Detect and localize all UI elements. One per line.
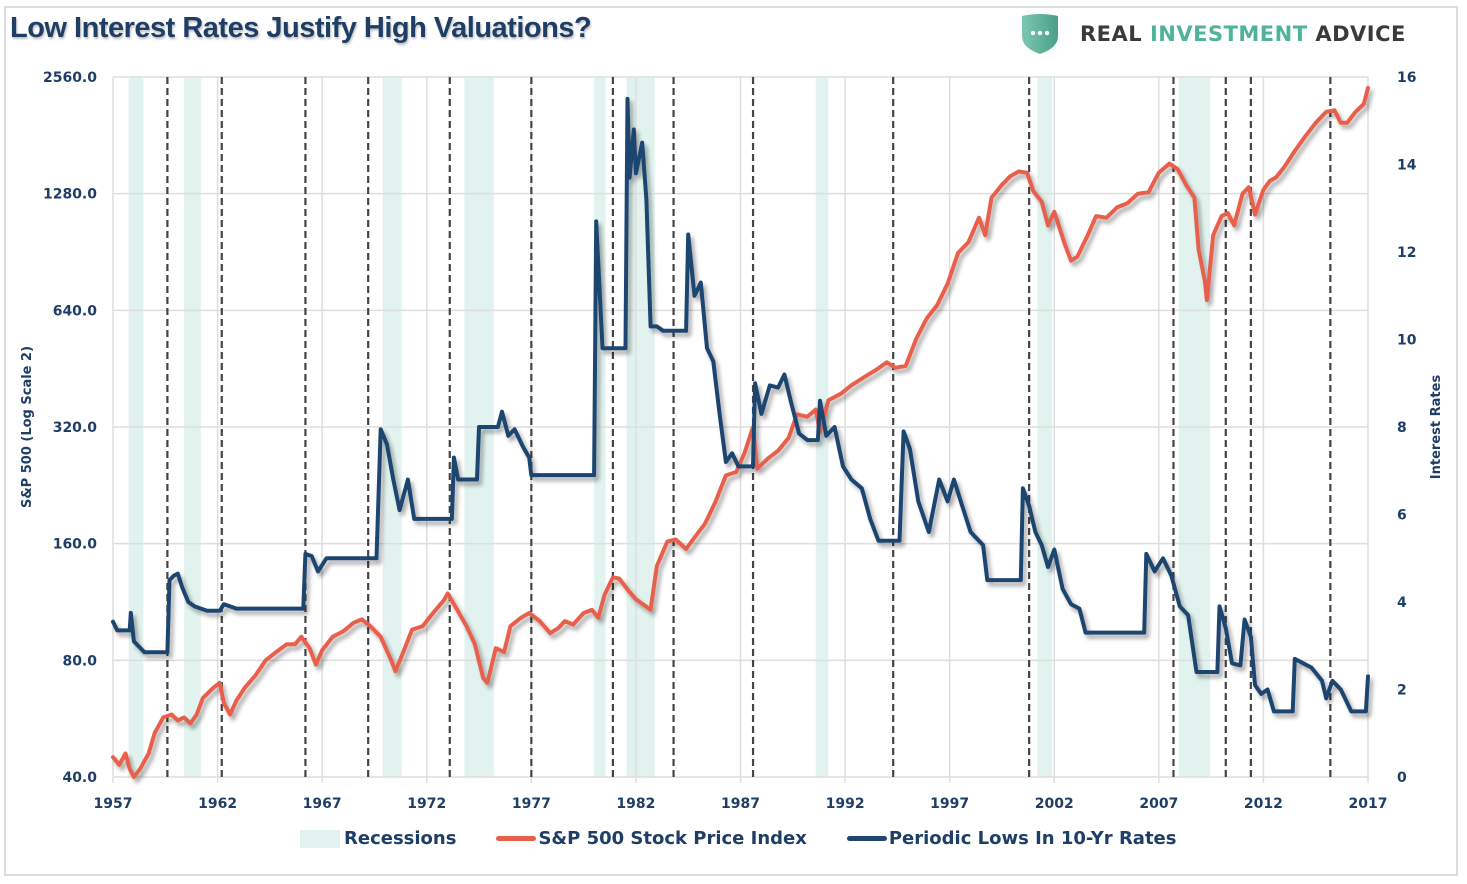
x-tick-label: 1977 [512,796,551,812]
right-tick-label: 12 [1397,245,1416,261]
x-tick-label: 1957 [94,796,133,812]
right-tick-label: 16 [1397,70,1416,86]
brand-word-real: REAL [1080,22,1143,46]
series-lines [111,85,1370,779]
right-axis-title: Interest Rates [1429,375,1444,480]
gridlines [112,76,1369,783]
chart-title: Low Interest Rates Justify High Valuatio… [10,12,592,44]
x-tick-label: 1997 [930,796,969,812]
left-tick-label: 160.0 [53,537,98,553]
right-axis-ticks: 0 2 4 6 8 10 12 14 16 [1397,70,1417,786]
sp500-line [111,85,1370,779]
x-tick-label: 1992 [826,796,865,812]
x-axis-ticks: 1957 1962 1967 1972 1977 1982 1987 1992 1997 2002… [94,796,1388,812]
brand-logo: REAL INVESTMENT ADVICE [1018,12,1406,56]
legend-swatch-rates [846,836,887,841]
x-tick-label: 2002 [1035,796,1074,812]
brand-name: REAL INVESTMENT ADVICE [1080,22,1406,46]
rates-line [111,96,1370,714]
left-tick-label: 1280.0 [43,187,97,203]
brand-word-advice: ADVICE [1315,22,1406,46]
x-tick-label: 1987 [721,796,760,812]
right-tick-label: 10 [1397,333,1417,349]
chart-legend: Recessions S&P 500 Stock Price Index Per… [300,828,1216,849]
left-tick-label: 640.0 [53,303,98,319]
legend-item-recessions: Recessions [300,828,456,849]
left-tick-label: 2560.0 [43,70,97,86]
legend-swatch-sp500 [496,836,537,841]
right-tick-label: 6 [1397,508,1407,524]
legend-item-rates: Periodic Lows In 10-Yr Rates [846,828,1177,849]
legend-label: Periodic Lows In 10-Yr Rates [888,828,1177,849]
left-tick-label: 320.0 [53,420,98,436]
x-tick-label: 1972 [407,796,446,812]
right-tick-label: 4 [1397,595,1407,611]
x-tick-label: 1982 [616,796,655,812]
legend-label: Recessions [344,828,457,849]
chart-frame [4,6,1458,876]
left-axis-ticks: 40.0 80.0 160.0 320.0 640.0 1280.0 2560.0 [43,70,97,786]
left-axis-title: S&P 500 (Log Scale 2) [20,346,35,508]
x-tick-label: 1967 [303,796,342,812]
left-tick-label: 40.0 [62,770,97,786]
legend-label: S&P 500 Stock Price Index [538,828,807,849]
legend-item-sp500: S&P 500 Stock Price Index [496,828,807,849]
x-tick-label: 1962 [198,796,237,812]
dashed-markers [166,77,1332,777]
x-tick-label: 2007 [1139,796,1178,812]
left-tick-label: 80.0 [62,653,97,669]
x-tick-label: 2012 [1244,796,1283,812]
right-tick-label: 14 [1397,158,1417,174]
shield-dots-icon [1022,14,1058,54]
brand-word-investment: INVESTMENT [1149,22,1308,46]
legend-swatch-recessions [300,829,340,848]
right-tick-label: 0 [1397,770,1407,786]
right-tick-label: 8 [1397,420,1407,436]
right-tick-label: 2 [1397,683,1407,699]
x-tick-label: 2017 [1349,796,1388,812]
